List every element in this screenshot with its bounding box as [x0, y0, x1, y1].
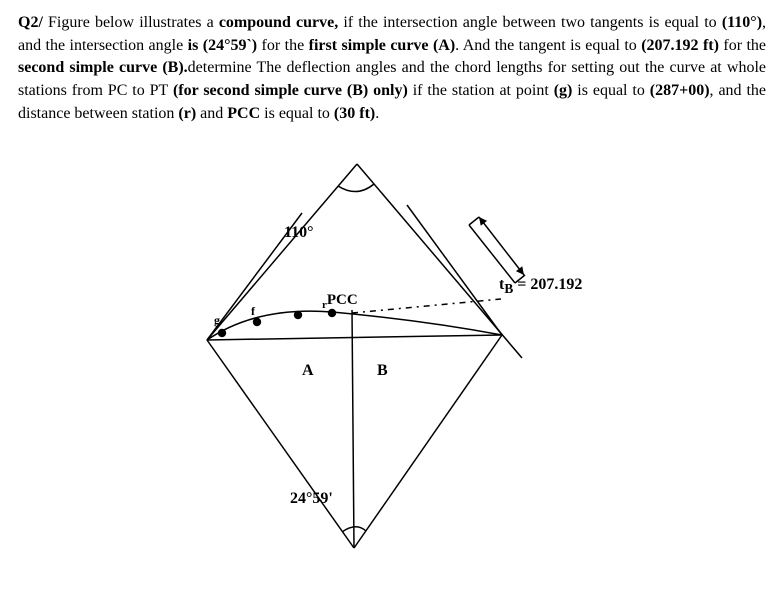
q-b10: (r) — [178, 105, 196, 122]
q-t9: is equal to — [572, 82, 649, 99]
label-tb: tB = 207.192 — [499, 274, 582, 299]
q-b7: (for second simple curve (B) only) — [173, 82, 408, 99]
q-b8: (g) — [554, 82, 573, 99]
q-b4: first simple curve (A) — [309, 37, 456, 54]
q-t6: for the — [719, 37, 766, 54]
q-b12: (30 ft) — [334, 105, 375, 122]
q-t5: . And the tangent is equal to — [455, 37, 641, 54]
q-b9: (287+00) — [650, 82, 710, 99]
q-t4: for the — [257, 37, 308, 54]
q-t8: if the station at point — [408, 82, 554, 99]
q-b11: PCC — [227, 105, 260, 122]
label-f: f — [251, 303, 255, 320]
label-curve-a: A — [302, 360, 314, 383]
label-g: g — [214, 312, 220, 329]
figure-svg — [172, 150, 612, 560]
q-b3: is (24°59`) — [188, 37, 257, 54]
q-b2: (110°) — [722, 14, 762, 31]
question-text: Q2/ Figure below illustrates a compound … — [18, 12, 766, 126]
q-t2: if the intersection angle between two ta… — [338, 14, 722, 31]
q-b1: compound curve, — [219, 14, 338, 31]
q-t13: . — [375, 105, 379, 122]
label-angle-top: 110° — [284, 222, 314, 245]
label-angle-bottom: 24°59' — [290, 488, 333, 511]
figure-container: 110° rPCC tB = 207.192 A B 24°59' g f — [18, 150, 766, 560]
label-curve-b: B — [377, 360, 388, 383]
q-b5: (207.192 ft) — [641, 37, 719, 54]
q-b6: second simple curve (B). — [18, 59, 188, 76]
q-t11: and — [196, 105, 227, 122]
q-t12: is equal to — [260, 105, 334, 122]
compound-curve-figure: 110° rPCC tB = 207.192 A B 24°59' g f — [172, 150, 612, 560]
q-t1: Figure below illustrates a — [43, 14, 219, 31]
label-pcc: rPCC — [322, 290, 358, 314]
q-prefix: Q2/ — [18, 14, 43, 31]
